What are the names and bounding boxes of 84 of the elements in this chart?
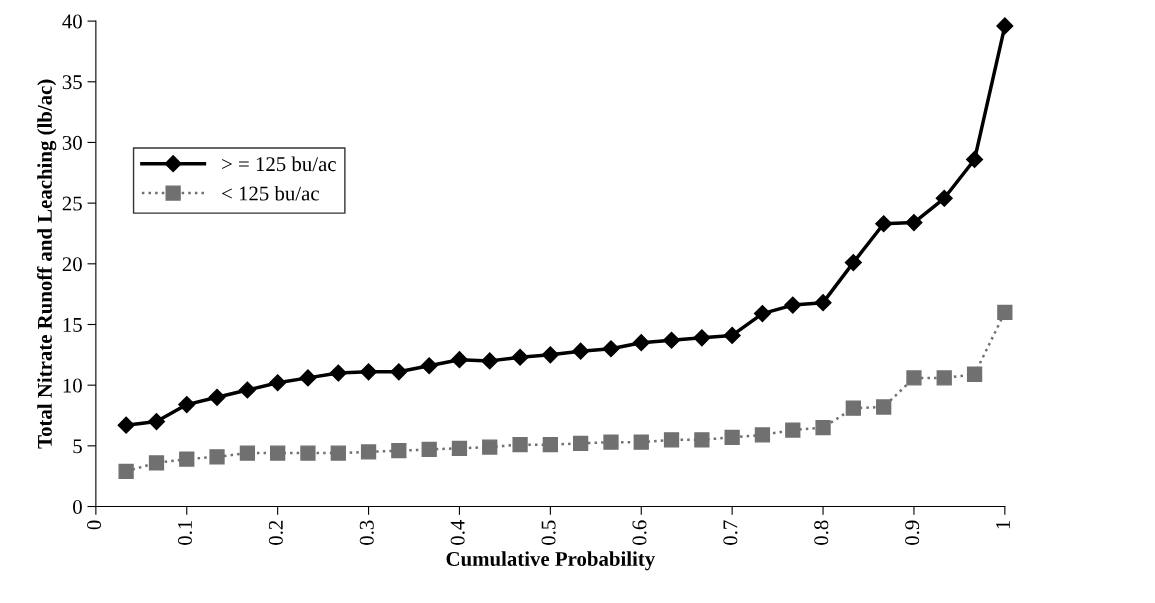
legend-label: > = 125 bu/ac xyxy=(222,156,336,172)
point xyxy=(936,370,952,386)
point xyxy=(632,334,650,352)
x-tick-label: 0.8 xyxy=(814,520,829,545)
point xyxy=(906,370,922,386)
point xyxy=(147,413,166,431)
point xyxy=(330,445,346,461)
point xyxy=(239,445,256,461)
point xyxy=(450,351,469,369)
point xyxy=(208,388,226,406)
point xyxy=(209,449,225,465)
y-tick-label: 35 xyxy=(62,75,82,90)
point xyxy=(633,434,649,450)
x-tick-label: 0 xyxy=(87,520,102,530)
point xyxy=(420,357,438,375)
point xyxy=(118,463,134,479)
point xyxy=(179,451,195,467)
x-tick-label: 1 xyxy=(996,520,1010,529)
y-tick-label: 10 xyxy=(63,378,82,393)
point xyxy=(541,346,559,364)
point xyxy=(815,420,831,436)
x-tick-label: 0.5 xyxy=(541,520,556,545)
point xyxy=(723,326,741,344)
x-tick-label: 0.1 xyxy=(177,520,193,545)
point xyxy=(360,444,377,460)
point xyxy=(784,296,802,314)
point xyxy=(724,429,740,445)
point xyxy=(693,329,711,347)
x-tick-label: 0.6 xyxy=(632,520,647,545)
y-tick-label: 15 xyxy=(63,317,82,332)
point xyxy=(875,215,893,233)
point xyxy=(421,441,437,458)
point xyxy=(238,381,256,399)
point xyxy=(390,363,408,381)
x-tick-label: 0.7 xyxy=(723,520,738,545)
point xyxy=(603,434,619,450)
x-tick-label: 0.9 xyxy=(905,520,920,545)
point xyxy=(935,189,953,207)
point xyxy=(511,348,529,366)
point xyxy=(966,150,984,169)
point xyxy=(117,416,135,434)
point xyxy=(845,400,861,416)
y-tick-label: 20 xyxy=(62,257,82,272)
x-tick-label: 0.2 xyxy=(268,520,283,545)
point xyxy=(300,445,316,461)
point xyxy=(662,331,681,349)
point xyxy=(905,214,923,232)
point xyxy=(814,294,832,312)
point xyxy=(996,17,1014,35)
point xyxy=(572,435,589,452)
point xyxy=(512,436,528,453)
legend-label: < 125 bu/ac xyxy=(222,185,319,201)
y-tick-label: 5 xyxy=(73,439,82,454)
point xyxy=(997,304,1013,320)
point xyxy=(876,399,892,415)
point xyxy=(178,396,196,414)
point xyxy=(753,305,771,323)
point xyxy=(663,432,680,448)
point xyxy=(391,443,407,459)
point xyxy=(269,374,287,392)
point xyxy=(482,439,498,455)
point xyxy=(694,432,710,448)
point xyxy=(451,440,468,456)
y-tick-label: 25 xyxy=(62,196,82,211)
x-axis-title: Cumulative Probability xyxy=(446,551,656,571)
point xyxy=(844,254,862,272)
y-tick-label: 40 xyxy=(62,14,82,29)
y-tick-label: 0 xyxy=(73,499,82,514)
point xyxy=(329,364,347,382)
point xyxy=(360,363,378,381)
point xyxy=(572,342,590,360)
point xyxy=(299,369,317,387)
point xyxy=(966,366,983,382)
point xyxy=(542,436,558,453)
y-axis-title: Total Nitrate Runoff and Leaching (lb/ac) xyxy=(37,79,57,449)
point xyxy=(481,352,499,370)
x-tick-label: 0.3 xyxy=(359,520,374,545)
point xyxy=(148,455,165,471)
y-tick-label: 30 xyxy=(62,135,82,150)
point xyxy=(270,445,286,461)
point xyxy=(602,340,620,358)
x-tick-label: 0.4 xyxy=(450,520,465,545)
point xyxy=(785,422,801,438)
point xyxy=(754,427,771,443)
